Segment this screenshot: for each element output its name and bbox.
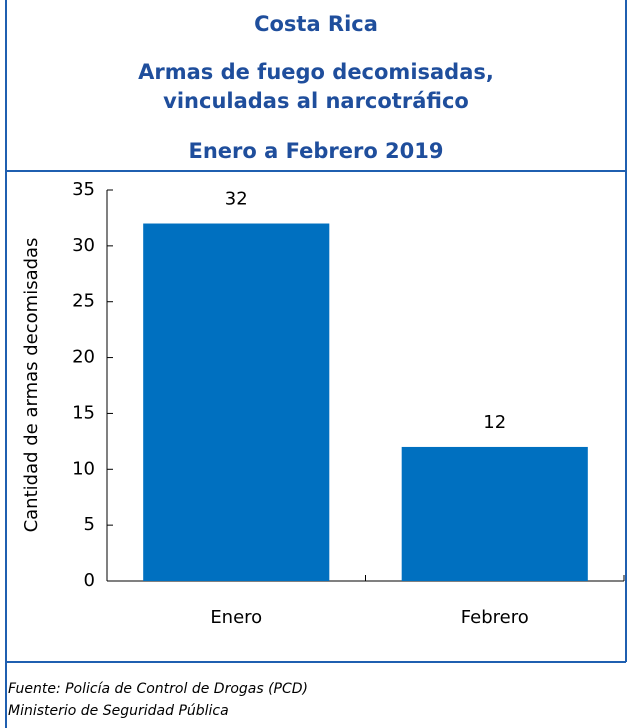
x-tick-label: Enero bbox=[210, 607, 262, 628]
y-tick-label: 10 bbox=[72, 458, 95, 479]
bar bbox=[143, 223, 330, 581]
y-tick-label: 30 bbox=[72, 235, 95, 256]
x-tick-label: Febrero bbox=[461, 607, 529, 628]
chart-subtitle: vinculadas al narcotráfico bbox=[163, 89, 469, 113]
y-tick-label: 20 bbox=[72, 347, 95, 368]
y-tick-label: 25 bbox=[72, 291, 95, 312]
chart-subtitle: Enero a Febrero 2019 bbox=[188, 139, 443, 163]
data-label: 12 bbox=[483, 412, 506, 433]
chart-title: Costa Rica bbox=[254, 12, 378, 36]
y-tick-label: 0 bbox=[84, 570, 95, 591]
y-axis-label: Cantidad de armas decomisadas bbox=[21, 238, 42, 533]
y-tick-label: 5 bbox=[84, 514, 95, 535]
bar bbox=[401, 446, 588, 581]
data-label: 32 bbox=[225, 189, 248, 210]
source: Fuente: Policía de Control de Drogas (PC… bbox=[8, 681, 308, 697]
y-tick-label: 15 bbox=[72, 402, 95, 423]
y-tick-label: 35 bbox=[72, 179, 95, 200]
chart-subtitle: Armas de fuego decomisadas, bbox=[138, 60, 494, 84]
source: Ministerio de Seguridad Pública bbox=[8, 703, 229, 719]
